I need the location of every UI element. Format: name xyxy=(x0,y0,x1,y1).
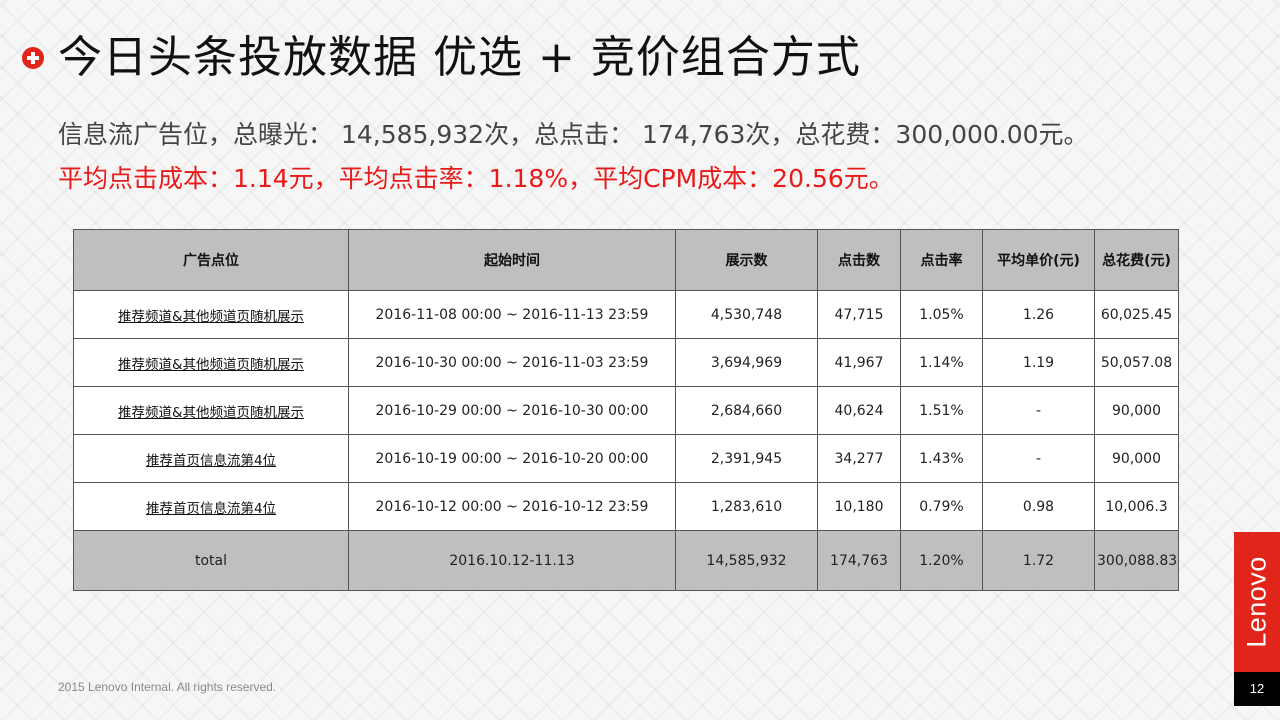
total-row: total 2016.10.12-11.13 14,585,932 174,76… xyxy=(73,530,1179,591)
total-cost-cell: 50,057.08 xyxy=(1094,338,1179,387)
col-header-ctr: 点击率 xyxy=(900,229,983,291)
avg-price-cell: - xyxy=(982,434,1095,483)
ad-data-table: 广告点位 起始时间 展示数 点击数 点击率 平均单价(元) 总花费(元) 推荐频… xyxy=(73,229,1179,591)
clicks-cell: 41,967 xyxy=(817,338,901,387)
placement-link[interactable]: 推荐频道&其他频道页随机展示 xyxy=(73,338,349,387)
ctr-cell: 1.14% xyxy=(900,338,983,387)
avg-price-cell: 0.98 xyxy=(982,482,1095,531)
col-header-time: 起始时间 xyxy=(348,229,676,291)
table-row: 推荐频道&其他频道页随机展示 2016-11-08 00:00 ~ 2016-1… xyxy=(73,290,1179,339)
time-cell: 2016-11-08 00:00 ~ 2016-11-13 23:59 xyxy=(348,290,676,339)
summary-stats-line: 信息流广告位，总曝光： 14,585,932次，总点击： 174,763次，总花… xyxy=(58,120,1089,149)
total-cost-cell: 90,000 xyxy=(1094,434,1179,483)
impressions-cell: 4,530,748 xyxy=(675,290,818,339)
lenovo-logo-text: Lenovo xyxy=(1241,556,1272,648)
plus-circle-icon xyxy=(22,47,44,69)
time-cell: 2016-10-12 00:00 ~ 2016-10-12 23:59 xyxy=(348,482,676,531)
table-row: 推荐首页信息流第4位 2016-10-12 00:00 ~ 2016-10-12… xyxy=(73,482,1179,531)
impressions-cell: 1,283,610 xyxy=(675,482,818,531)
placement-link[interactable]: 推荐首页信息流第4位 xyxy=(73,434,349,483)
total-label: total xyxy=(73,530,349,591)
footer-copyright: 2015 Lenovo Internal. All rights reserve… xyxy=(58,680,277,694)
total-clicks: 174,763 xyxy=(817,530,901,591)
clicks-cell: 10,180 xyxy=(817,482,901,531)
title-row: 今日头条投放数据 优选 + 竞价组合方式 xyxy=(22,30,861,86)
time-cell: 2016-10-30 00:00 ~ 2016-11-03 23:59 xyxy=(348,338,676,387)
clicks-cell: 34,277 xyxy=(817,434,901,483)
impressions-cell: 2,391,945 xyxy=(675,434,818,483)
avg-price-cell: 1.19 xyxy=(982,338,1095,387)
placement-link[interactable]: 推荐首页信息流第4位 xyxy=(73,482,349,531)
impressions-cell: 3,694,969 xyxy=(675,338,818,387)
placement-link[interactable]: 推荐频道&其他频道页随机展示 xyxy=(73,290,349,339)
col-header-avg-price: 平均单价(元) xyxy=(982,229,1095,291)
col-header-impressions: 展示数 xyxy=(675,229,818,291)
avg-price-cell: - xyxy=(982,386,1095,435)
ctr-cell: 1.43% xyxy=(900,434,983,483)
impressions-cell: 2,684,660 xyxy=(675,386,818,435)
time-cell: 2016-10-29 00:00 ~ 2016-10-30 00:00 xyxy=(348,386,676,435)
total-cost-cell: 60,025.45 xyxy=(1094,290,1179,339)
total-impressions: 14,585,932 xyxy=(675,530,818,591)
time-cell: 2016-10-19 00:00 ~ 2016-10-20 00:00 xyxy=(348,434,676,483)
table-row: 推荐频道&其他频道页随机展示 2016-10-30 00:00 ~ 2016-1… xyxy=(73,338,1179,387)
clicks-cell: 40,624 xyxy=(817,386,901,435)
ctr-cell: 1.05% xyxy=(900,290,983,339)
table-row: 推荐频道&其他频道页随机展示 2016-10-29 00:00 ~ 2016-1… xyxy=(73,386,1179,435)
table-header-row: 广告点位 起始时间 展示数 点击数 点击率 平均单价(元) 总花费(元) xyxy=(73,229,1179,291)
placement-link[interactable]: 推荐频道&其他频道页随机展示 xyxy=(73,386,349,435)
table-row: 推荐首页信息流第4位 2016-10-19 00:00 ~ 2016-10-20… xyxy=(73,434,1179,483)
page-number: 12 xyxy=(1234,672,1280,706)
avg-price-cell: 1.26 xyxy=(982,290,1095,339)
ctr-cell: 0.79% xyxy=(900,482,983,531)
lenovo-logo: Lenovo xyxy=(1234,532,1280,672)
page-title: 今日头条投放数据 优选 + 竞价组合方式 xyxy=(58,32,861,83)
col-header-clicks: 点击数 xyxy=(817,229,901,291)
clicks-cell: 47,715 xyxy=(817,290,901,339)
total-cost-cell: 90,000 xyxy=(1094,386,1179,435)
total-time-range: 2016.10.12-11.13 xyxy=(348,530,676,591)
total-ctr: 1.20% xyxy=(900,530,983,591)
total-cost: 300,088.83 xyxy=(1094,530,1179,591)
total-cost-cell: 10,006.3 xyxy=(1094,482,1179,531)
col-header-placement: 广告点位 xyxy=(73,229,349,291)
total-avg-price: 1.72 xyxy=(982,530,1095,591)
col-header-total-cost: 总花费(元) xyxy=(1094,229,1179,291)
summary-average-line: 平均点击成本：1.14元，平均点击率：1.18%，平均CPM成本：20.56元。 xyxy=(58,164,894,193)
ctr-cell: 1.51% xyxy=(900,386,983,435)
